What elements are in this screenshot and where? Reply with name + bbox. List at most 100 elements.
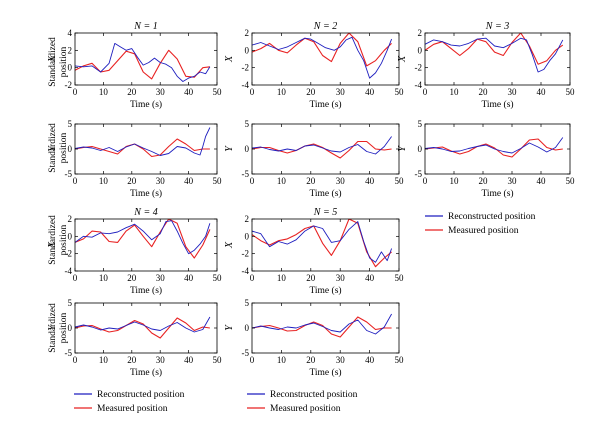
x-tick-label: 10 (99, 355, 109, 365)
x-tick-label: 40 (184, 87, 194, 97)
x-tick-label: 0 (73, 176, 78, 186)
row-label-standardized: Standardized (48, 215, 58, 265)
x-tick-label: 0 (423, 176, 428, 186)
x-tick-label: 20 (306, 273, 316, 283)
y-tick-label: -5 (415, 169, 423, 179)
y-tick-label: -2 (65, 249, 73, 259)
series-line-measured (252, 33, 392, 67)
y-axis-variable: X (224, 55, 235, 63)
y-tick-label: 0 (418, 144, 423, 154)
panel-title: N = 5 (313, 207, 337, 218)
series-line-measured (75, 49, 210, 80)
x-tick-label: 50 (213, 87, 223, 97)
x-tick-label: 20 (479, 87, 489, 97)
series-line-measured (425, 33, 564, 65)
x-tick-label: 0 (423, 87, 428, 97)
x-axis-label: Time (s) (309, 367, 341, 378)
x-tick-label: 30 (508, 87, 518, 97)
x-tick-label: 20 (306, 87, 316, 97)
y-tick-label: 0 (68, 231, 73, 241)
x-tick-label: 50 (566, 87, 576, 97)
x-tick-label: 10 (99, 273, 109, 283)
legend-right: Reconstructed position Measured position (425, 212, 536, 236)
legend-label-measured: Measured position (448, 226, 519, 236)
axes-frame (251, 32, 400, 86)
series-line-reconstructed (425, 137, 564, 154)
x-tick-label: 40 (184, 355, 194, 365)
x-tick-label: 50 (566, 176, 576, 186)
series-line-reconstructed (75, 220, 211, 255)
y-tick-label: 4 (68, 28, 73, 38)
x-tick-label: 40 (537, 87, 547, 97)
x-tick-label: 10 (450, 176, 460, 186)
x-tick-label: 50 (395, 176, 405, 186)
panel-title: N = 1 (133, 21, 157, 32)
x-tick-label: 40 (184, 176, 194, 186)
x-tick-label: 30 (336, 176, 346, 186)
x-axis-label: Time (s) (130, 99, 162, 110)
x-tick-label: 50 (213, 355, 223, 365)
series-line-reconstructed (252, 36, 393, 79)
legend-label-reconstructed: Reconstructed position (97, 390, 185, 400)
y-axis-variable: X (47, 55, 58, 63)
series-line-measured (75, 138, 210, 158)
y-tick-label: -5 (242, 348, 250, 358)
y-tick-label: -4 (415, 80, 423, 90)
series-line-measured (252, 219, 392, 268)
x-tick-label: 40 (365, 355, 375, 365)
panel-n3-x: 0 10 20 30 40 50 -4 -2 0 2 Time (s) X N = 3 (397, 21, 575, 110)
y-tick-label: 2 (245, 28, 250, 38)
y-tick-label: 0 (418, 45, 423, 55)
x-tick-label: 0 (73, 355, 78, 365)
x-tick-label: 10 (277, 273, 287, 283)
x-tick-label: 50 (213, 273, 223, 283)
row-label-3: Standardized position (48, 215, 69, 265)
row-label-position: position (59, 132, 69, 163)
x-tick-label: 50 (395, 87, 405, 97)
row-label-standardized: Standardized (48, 303, 58, 353)
legend-label-reconstructed: Reconstructed position (448, 212, 536, 222)
legend-bottom-middle: Reconstructed position Measured position (247, 390, 358, 414)
x-tick-label: 0 (250, 273, 255, 283)
y-axis-variable: Y (224, 145, 235, 152)
series-line-reconstructed (75, 42, 211, 82)
y-tick-label: 5 (245, 298, 250, 308)
legend-label-measured: Measured position (97, 404, 168, 414)
series-line-measured (75, 317, 210, 339)
y-axis-variable: Y (397, 145, 408, 152)
y-tick-label: 2 (68, 45, 73, 55)
x-tick-label: 20 (306, 355, 316, 365)
y-tick-label: -2 (242, 63, 250, 73)
y-tick-label: -2 (242, 249, 250, 259)
x-tick-label: 40 (184, 273, 194, 283)
x-tick-label: 30 (508, 176, 518, 186)
x-tick-label: 30 (336, 273, 346, 283)
y-tick-label: 5 (418, 119, 423, 129)
panel-title: N = 4 (133, 207, 157, 218)
y-tick-label: 0 (68, 323, 73, 333)
x-tick-label: 10 (277, 355, 287, 365)
y-tick-label: 5 (68, 298, 73, 308)
legend-label-measured: Measured position (270, 404, 341, 414)
y-tick-label: 2 (245, 214, 250, 224)
y-tick-label: 0 (68, 63, 73, 73)
row-label-position: position (59, 46, 69, 77)
y-tick-label: -4 (242, 80, 250, 90)
y-tick-label: 2 (68, 214, 73, 224)
x-tick-label: 10 (99, 176, 109, 186)
series-line-reconstructed (75, 127, 211, 156)
x-tick-label: 20 (479, 176, 489, 186)
x-tick-label: 0 (250, 355, 255, 365)
axes-frame (251, 218, 400, 272)
panel-n4-x: 0 10 20 30 40 50 -4 -2 0 2 Time (s) X N = 4 (47, 207, 222, 296)
y-tick-label: 2 (418, 28, 423, 38)
x-tick-label: 10 (277, 87, 287, 97)
x-axis-label: Time (s) (309, 188, 341, 199)
